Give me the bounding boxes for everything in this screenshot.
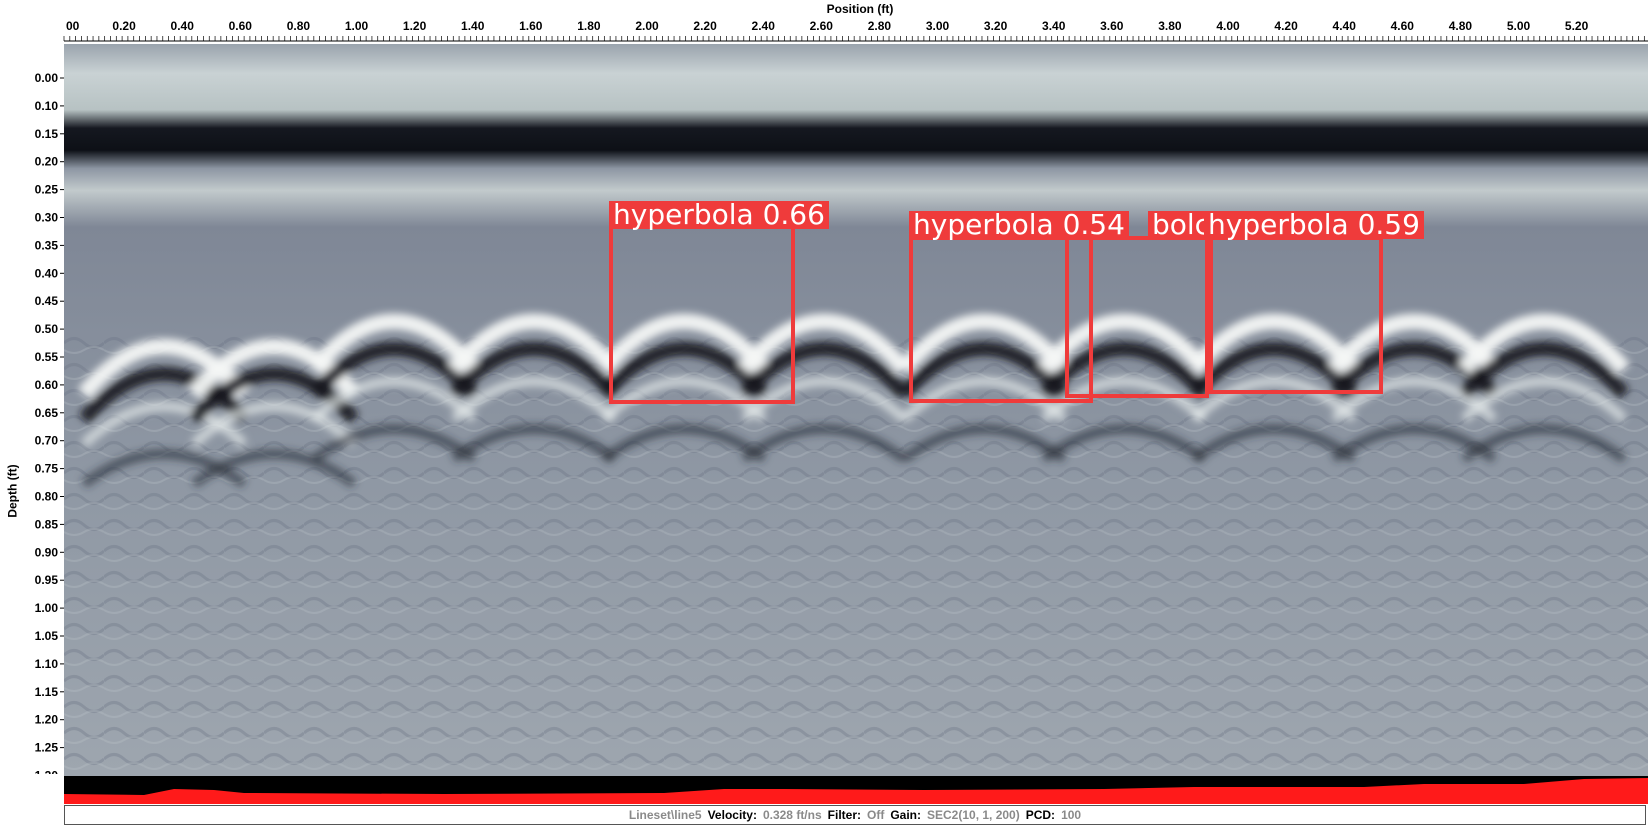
depth-tick-label: 0.90 [35,545,59,559]
depth-tick-label: 1.05 [35,629,59,643]
position-tick-label: 4.20 [1274,19,1298,33]
position-tick-label: 4.60 [1391,19,1415,33]
position-tick-label: 2.20 [693,19,717,33]
position-tick-label: 2.60 [810,19,834,33]
filter-value: Off [867,808,884,822]
position-tick-label: 5.00 [1507,19,1531,33]
position-tick-label: 3.40 [1042,19,1066,33]
depth-tick-label: 0.15 [35,127,59,141]
depth-tick-label: 0.45 [35,294,59,308]
position-tick-label: 3.20 [984,19,1008,33]
signal-strength-area [64,778,1648,804]
position-tick-label: 4.00 [1216,19,1240,33]
position-tick-label: 0.80 [287,19,311,33]
depth-tick-label: 1.10 [35,657,59,671]
pcd-value: 100 [1061,808,1081,822]
detection-box-1[interactable] [609,224,795,404]
depth-tick-label: 0.95 [35,573,59,587]
depth-tick-label: 0.50 [35,322,59,336]
depth-tick-label: 0.75 [35,462,59,476]
depth-tick-label: 0.85 [35,517,59,531]
depth-tick-label: 1.20 [35,713,59,727]
position-tick-label: 3.00 [926,19,950,33]
gain-value: SEC2(10, 1, 200) [927,808,1020,822]
position-tick-label: 00 [66,19,80,33]
position-axis: Position (ft) 00 0.20 0.40 0.60 0.80 1.00 1.20… [0,0,1648,44]
position-tick-label: 0.40 [171,19,195,33]
lineset-path: Lineset\line5 [629,808,702,822]
pcd-label: PCD: [1026,808,1055,822]
depth-tick-label: 0.35 [35,238,59,252]
depth-axis-ticks: 0.00 0.10 0.15 0.20 0.25 0.30 0.35 0.40 0.45 0.50… [0,44,64,774]
position-tick-label: 0.60 [229,19,253,33]
position-axis-ticks: 00 0.20 0.40 0.60 0.80 1.00 1.20 1.40 1.60 1.80 2.… [0,0,1648,44]
position-tick-label: 4.80 [1449,19,1473,33]
radargram-image[interactable] [64,44,1648,776]
depth-tick-label: 0.00 [35,71,59,85]
depth-tick-label: 0.55 [35,350,59,364]
filter-label: Filter: [828,808,861,822]
velocity-label: Velocity: [708,808,757,822]
depth-tick-label: 0.80 [35,490,59,504]
detection-box-4[interactable] [1209,236,1383,394]
position-tick-label: 1.20 [403,19,427,33]
velocity-value: 0.328 ft/ns [763,808,822,822]
depth-tick-label: 0.10 [35,99,59,113]
position-tick-label: 2.40 [752,19,776,33]
position-tick-label: 0.20 [112,19,136,33]
detection-label-1: hyperbola 0.66 [609,201,829,229]
depth-tick-label: 0.20 [35,155,59,169]
position-tick-label: 3.80 [1158,19,1182,33]
position-tick-label: 2.00 [635,19,659,33]
depth-tick-label: 0.65 [35,406,59,420]
detection-label-4: hyperbola 0.59 [1204,211,1424,239]
depth-axis: Depth (ft) 0.00 0.10 0.15 0.20 0.25 0.30 0.35 0… [0,44,64,774]
depth-tick-label: 0.30 [35,211,59,225]
depth-tick-label: 1.00 [35,601,59,615]
gain-label: Gain: [890,808,921,822]
status-bar: Lineset\line5 Velocity: 0.328 ft/ns Filt… [64,805,1646,825]
position-tick-label: 5.20 [1565,19,1589,33]
signal-strength-strip [64,776,1648,804]
position-tick-label: 3.60 [1100,19,1124,33]
position-tick-label: 1.00 [345,19,369,33]
position-tick-label: 4.40 [1333,19,1357,33]
depth-tick-label: 1.15 [35,685,59,699]
depth-tick-label: 0.70 [35,434,59,448]
depth-tick-label: 0.60 [35,378,59,392]
position-tick-label: 1.80 [577,19,601,33]
depth-tick-label: 0.25 [35,183,59,197]
depth-tick-label: 0.40 [35,266,59,280]
position-tick-label: 2.80 [868,19,892,33]
detection-label-2: hyperbola 0.54 [909,211,1129,239]
depth-tick-label: 1.30 [35,769,59,775]
detection-box-3[interactable] [1065,236,1209,398]
position-tick-label: 1.60 [519,19,543,33]
depth-tick-label: 1.25 [35,741,59,755]
position-tick-label: 1.40 [461,19,485,33]
